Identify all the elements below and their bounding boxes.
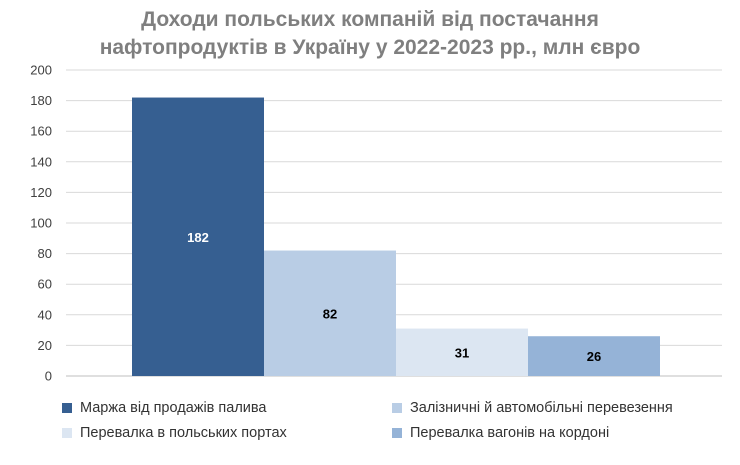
bar: [396, 328, 528, 376]
legend-label: Маржа від продажів палива: [80, 400, 267, 416]
legend: Маржа від продажів палива Залізничні й а…: [62, 400, 722, 441]
bar: [528, 336, 660, 376]
legend-item-border-wagon-transshipment: Перевалка вагонів на кордоні: [392, 425, 722, 441]
data-label: 82: [323, 306, 337, 321]
y-tick-label: 120: [30, 185, 52, 200]
bar: [264, 250, 396, 376]
legend-swatch: [62, 403, 72, 413]
y-tick-label: 0: [45, 369, 52, 384]
chart-title-line-2: нафтопродуктів в Україну у 2022-2023 рр.…: [99, 36, 641, 59]
legend-label: Перевалка в польських портах: [80, 425, 287, 441]
chart-title: Доходи польських компаній від постачання…: [0, 6, 740, 62]
legend-swatch: [392, 403, 402, 413]
bar-chart: 0 20 40 60 80 100 120 140 160 180 200 182 82 31 26: [30, 63, 722, 384]
data-label: 182: [187, 230, 209, 245]
y-tick-label: 100: [30, 216, 52, 231]
data-label: 31: [455, 345, 469, 360]
legend-item-port-transshipment: Перевалка в польських портах: [62, 425, 392, 441]
y-tick-label: 20: [38, 338, 52, 353]
y-tick-label: 140: [30, 154, 52, 169]
bar: [132, 97, 264, 376]
legend-label: Перевалка вагонів на кордоні: [410, 425, 610, 441]
legend-swatch: [392, 428, 402, 438]
chart-title-line-1: Доходи польських компаній від постачання: [141, 8, 599, 31]
y-tick-label: 160: [30, 124, 52, 139]
y-tick-label: 180: [30, 93, 52, 108]
y-tick-label: 80: [38, 246, 52, 261]
data-label: 26: [587, 349, 601, 364]
y-tick-label: 40: [38, 307, 52, 322]
y-tick-label: 200: [30, 63, 52, 78]
legend-item-fuel-margin: Маржа від продажів палива: [62, 400, 392, 416]
legend-item-rail-road-transport: Залізничні й автомобільні перевезення: [392, 400, 722, 416]
legend-swatch: [62, 428, 72, 438]
y-tick-label: 60: [38, 277, 52, 292]
legend-label: Залізничні й автомобільні перевезення: [410, 400, 673, 416]
